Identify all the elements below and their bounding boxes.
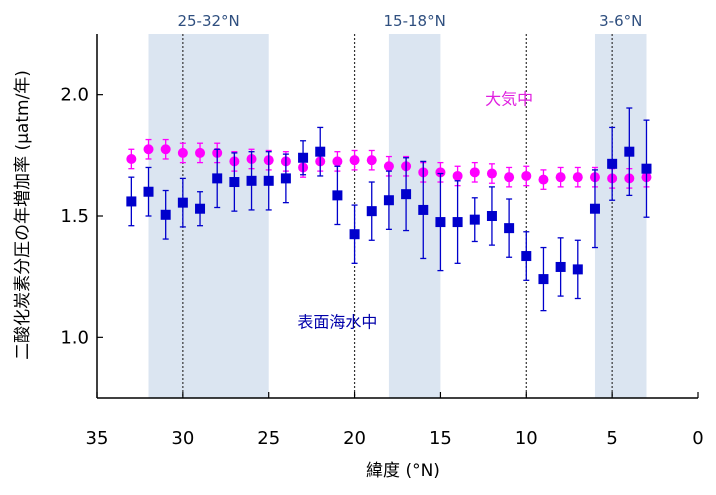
band-label-2: 3-6°N: [599, 12, 642, 30]
series-seawater: [126, 107, 652, 312]
data-point: [555, 261, 566, 272]
data-point: [452, 217, 463, 228]
x-tick-label: 30: [171, 428, 194, 449]
data-point: [469, 167, 480, 178]
data-point: [521, 251, 532, 262]
data-point: [349, 229, 360, 240]
band-label-1: 15-18°N: [384, 12, 446, 30]
data-point: [452, 170, 463, 181]
data-point: [280, 173, 291, 184]
y-tick-label: 1.0: [60, 327, 89, 348]
data-point: [195, 203, 206, 214]
x-tick-label: 0: [692, 428, 703, 449]
data-point: [607, 158, 618, 169]
data-point: [383, 195, 394, 206]
data-point: [504, 172, 515, 183]
x-tick-label: 25: [257, 428, 280, 449]
data-point: [555, 172, 566, 183]
data-point: [469, 214, 480, 225]
y-tick-label: 2.0: [60, 85, 89, 106]
data-series: [126, 107, 652, 312]
axes: 35 30 25 20 15 10 5 0 1.0 1.5 2.0: [60, 34, 704, 449]
x-tick-label: 15: [429, 428, 452, 449]
data-point: [263, 175, 274, 186]
data-point: [435, 217, 446, 228]
data-point: [504, 223, 515, 234]
data-point: [143, 186, 154, 197]
highlight-bands: 25-32°N 15-18°N 3-6°N: [148, 12, 647, 398]
data-point: [538, 274, 549, 285]
data-point: [143, 144, 154, 155]
data-point: [435, 167, 446, 178]
data-point: [229, 177, 240, 188]
x-tick-label: 10: [515, 428, 538, 449]
data-point: [246, 175, 257, 186]
data-point: [418, 204, 429, 215]
data-point: [366, 155, 377, 166]
band-2: [594, 34, 647, 398]
data-point: [572, 172, 583, 183]
x-tick-label: 20: [343, 428, 366, 449]
data-point: [298, 152, 309, 163]
data-point: [572, 264, 583, 275]
data-point: [624, 146, 635, 157]
data-point: [160, 144, 171, 155]
data-point: [641, 163, 652, 174]
data-point: [212, 173, 223, 184]
data-point: [401, 189, 412, 200]
band-label-0: 25-32°N: [177, 12, 239, 30]
data-point: [486, 168, 497, 179]
data-point: [332, 190, 343, 201]
data-point: [315, 146, 326, 157]
series-label-0: 大気中: [485, 89, 533, 108]
data-point: [538, 174, 549, 185]
data-point: [486, 211, 497, 221]
data-point: [126, 196, 137, 207]
data-point: [349, 155, 360, 166]
y-tick-label: 1.5: [60, 206, 89, 227]
data-point: [589, 203, 600, 214]
data-point: [177, 197, 188, 208]
x-axis-title: 緯度 (°N): [366, 461, 440, 481]
data-point: [126, 153, 137, 164]
data-point: [195, 147, 206, 158]
band-1: [388, 34, 441, 398]
data-point: [177, 147, 188, 158]
data-point: [160, 209, 171, 220]
series-label-1: 表面海水中: [297, 313, 377, 332]
y-axis-title: 二酸化炭素分圧の年増加率 (μatm/年): [13, 70, 33, 360]
data-point: [521, 170, 532, 181]
x-tick-label: 35: [86, 428, 109, 449]
data-point: [366, 206, 377, 217]
data-point: [383, 161, 394, 172]
x-tick-label: 5: [606, 428, 617, 449]
data-point: [332, 156, 343, 167]
